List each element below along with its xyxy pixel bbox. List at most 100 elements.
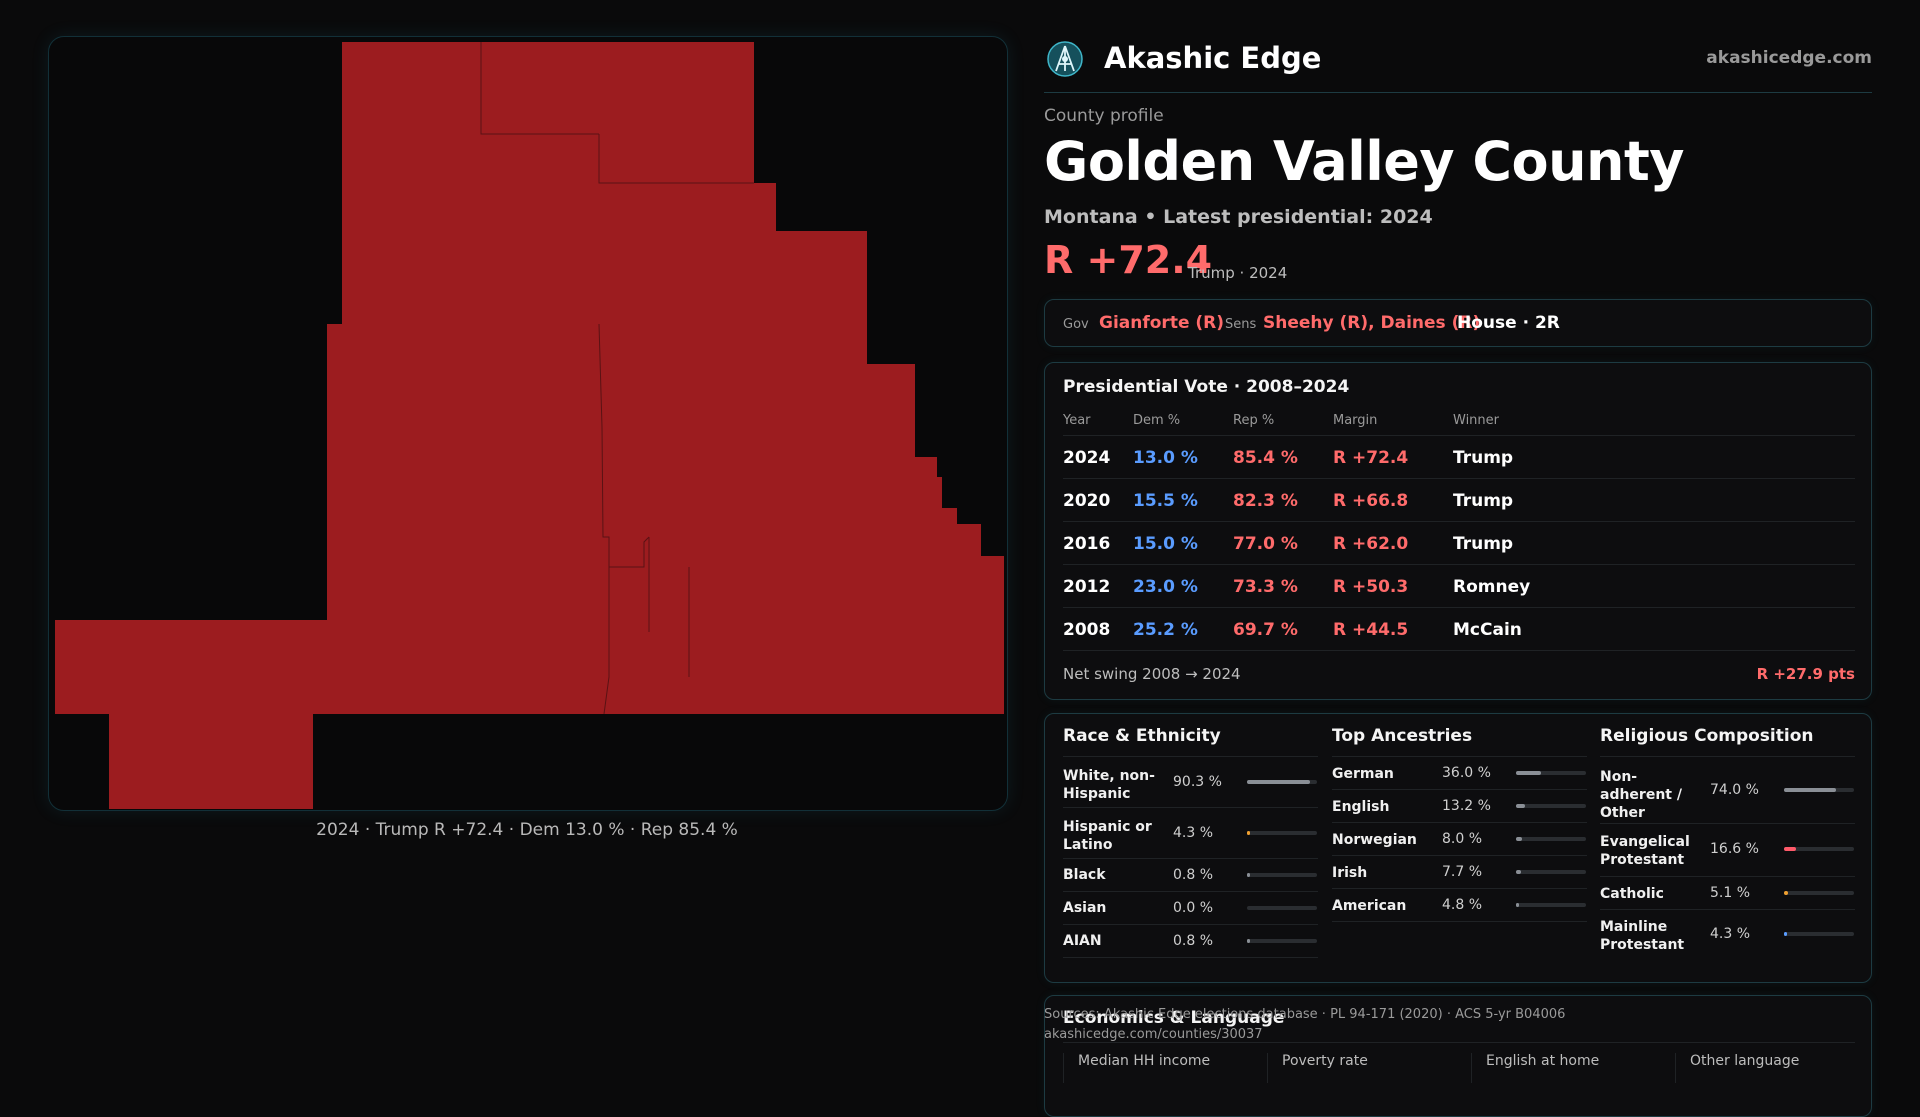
ancestry-label: English — [1332, 799, 1390, 815]
page-subtitle: Montana • Latest presidential: 2024 — [1044, 206, 1433, 228]
race-title: Race & Ethnicity — [1063, 726, 1318, 757]
religion-column: Religious Composition Non-adherent / Oth… — [1600, 726, 1855, 960]
ancestry-value: 13.2 % — [1442, 798, 1491, 814]
religion-label: Catholic — [1600, 886, 1664, 902]
religion-row: Mainline Protestant 4.3 % — [1600, 910, 1855, 960]
ancestry-label: Irish — [1332, 865, 1368, 881]
ancestry-label: German — [1332, 766, 1394, 782]
religion-bar-fill — [1784, 788, 1836, 792]
county-shape[interactable] — [55, 42, 1004, 809]
economics-title: Economics & Language — [1063, 1008, 1285, 1028]
ancestry-bar — [1516, 771, 1586, 775]
cell-winner: Trump — [1453, 491, 1514, 511]
race-value: 0.0 % — [1173, 900, 1214, 916]
cell-year: 2016 — [1063, 534, 1111, 554]
sources-text: Sources: Akashic Edge elections database… — [1044, 1007, 1566, 1022]
religion-value: 16.6 % — [1710, 841, 1759, 857]
race-label: White, non-Hispanic — [1063, 768, 1155, 802]
religion-label: Evangelical Protestant — [1600, 834, 1690, 868]
table-row: 2020 15.5 % 82.3 % R +66.8 Trump — [1063, 479, 1855, 522]
religion-value: 4.3 % — [1710, 926, 1751, 942]
religion-bar-fill — [1784, 932, 1787, 936]
race-label: Hispanic or Latino — [1063, 819, 1152, 853]
officials-bar: Gov Gianforte (R) Sens Sheehy (R), Daine… — [1044, 299, 1872, 347]
cell-dem: 15.0 % — [1133, 534, 1198, 554]
cell-rep: 77.0 % — [1233, 534, 1298, 554]
econ-header-poverty: Poverty rate — [1267, 1053, 1368, 1083]
latest-margin: R +72.4 — [1044, 238, 1213, 282]
ancestry-bar — [1516, 837, 1586, 841]
cell-margin: R +72.4 — [1333, 448, 1409, 468]
econ-header-english: English at home — [1471, 1053, 1599, 1083]
race-value: 90.3 % — [1173, 774, 1222, 790]
cell-margin: R +62.0 — [1333, 534, 1409, 554]
religion-title: Religious Composition — [1600, 726, 1855, 757]
sens-value: Sheehy (R), Daines (R) — [1263, 313, 1481, 333]
religion-row: Non-adherent / Other 74.0 % — [1600, 757, 1855, 824]
race-label: Asian — [1063, 900, 1107, 916]
ancestry-bar-fill — [1516, 837, 1522, 841]
cell-rep: 69.7 % — [1233, 620, 1298, 640]
col-header-margin: Margin — [1333, 413, 1378, 428]
presidential-vote-card: Presidential Vote · 2008–2024 Year Dem %… — [1044, 362, 1872, 700]
presidential-title: Presidential Vote · 2008–2024 — [1063, 377, 1350, 397]
ancestry-label: American — [1332, 898, 1407, 914]
race-bar-fill — [1247, 873, 1250, 877]
religion-bar — [1784, 891, 1854, 895]
ancestry-row: Norwegian 8.0 % — [1332, 823, 1587, 856]
ancestry-row: German 36.0 % — [1332, 757, 1587, 790]
brand-logo-icon[interactable] — [1046, 40, 1084, 78]
religion-label: Non-adherent / Other — [1600, 769, 1682, 821]
latest-margin-note: Trump · 2024 — [1188, 264, 1288, 282]
ancestry-value: 8.0 % — [1442, 831, 1483, 847]
economics-headers: Median HH income Poverty rate English at… — [1063, 1042, 1855, 1083]
table-row: 2024 13.0 % 85.4 % R +72.4 Trump — [1063, 436, 1855, 479]
ancestry-row: Irish 7.7 % — [1332, 856, 1587, 889]
ancestry-bar — [1516, 903, 1586, 907]
sources-footer: Sources: Akashic Edge elections database… — [1044, 1005, 1565, 1045]
race-bar-fill — [1247, 780, 1311, 784]
race-row: Black 0.8 % — [1063, 859, 1318, 892]
cell-dem: 23.0 % — [1133, 577, 1198, 597]
page-eyebrow: County profile — [1044, 106, 1164, 126]
brand-header: Akashic Edge akashicedge.com — [1044, 36, 1872, 93]
cell-dem: 25.2 % — [1133, 620, 1198, 640]
cell-winner: Trump — [1453, 534, 1514, 554]
race-row: Hispanic or Latino 4.3 % — [1063, 808, 1318, 859]
ancestry-value: 36.0 % — [1442, 765, 1491, 781]
race-bar — [1247, 831, 1317, 835]
brand-url-link[interactable]: akashicedge.com — [1706, 48, 1872, 68]
ancestry-bar — [1516, 870, 1586, 874]
county-map[interactable] — [48, 36, 1008, 811]
page-title: Golden Valley County — [1044, 130, 1685, 193]
race-bar-fill — [1247, 939, 1250, 943]
race-row: White, non-Hispanic 90.3 % — [1063, 757, 1318, 808]
ancestry-title: Top Ancestries — [1332, 726, 1587, 757]
ancestry-column: Top Ancestries German 36.0 % English 13.… — [1332, 726, 1587, 922]
county-shape-map[interactable] — [49, 37, 1007, 810]
race-label: AIAN — [1063, 933, 1102, 949]
presidential-table: Year Dem % Rep % Margin Winner 2024 13.0… — [1063, 405, 1855, 651]
cell-winner: McCain — [1453, 620, 1522, 640]
religion-bar-fill — [1784, 891, 1788, 895]
cell-year: 2008 — [1063, 620, 1111, 640]
religion-bar — [1784, 788, 1854, 792]
race-bar — [1247, 780, 1317, 784]
race-value: 0.8 % — [1173, 867, 1214, 883]
cell-margin: R +50.3 — [1333, 577, 1409, 597]
ancestry-bar-fill — [1516, 771, 1542, 775]
race-bar — [1247, 906, 1317, 910]
ancestry-bar-fill — [1516, 870, 1522, 874]
cell-margin: R +66.8 — [1333, 491, 1409, 511]
demographics-card: Race & Ethnicity White, non-Hispanic 90.… — [1044, 713, 1872, 983]
econ-header-other-language: Other language — [1675, 1053, 1799, 1083]
sources-link[interactable]: akashicedge.com/counties/30037 — [1044, 1027, 1263, 1042]
race-column: Race & Ethnicity White, non-Hispanic 90.… — [1063, 726, 1318, 958]
brand-name[interactable]: Akashic Edge — [1104, 41, 1322, 75]
col-header-rep: Rep % — [1233, 413, 1275, 428]
cell-year: 2024 — [1063, 448, 1111, 468]
race-value: 4.3 % — [1173, 825, 1214, 841]
net-swing-value: R +27.9 pts — [1756, 665, 1855, 683]
race-label: Black — [1063, 867, 1106, 883]
ancestry-bar-fill — [1516, 804, 1526, 808]
